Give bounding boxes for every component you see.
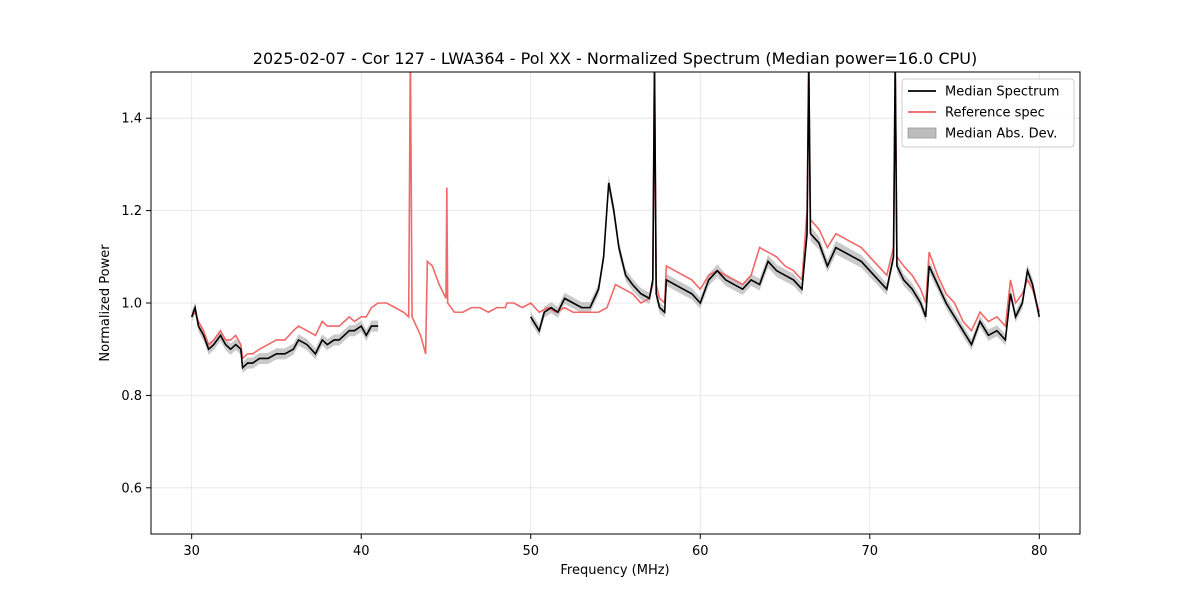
y-tick-label: 0.6 [121, 481, 142, 496]
axis-ticks: 30 40 50 60 70 80 0.6 0.8 1.0 1.2 1.4 [121, 112, 1047, 559]
x-tick-label: 60 [692, 544, 709, 559]
chart-title: 2025-02-07 - Cor 127 - LWA364 - Pol XX -… [253, 49, 977, 68]
legend-label: Reference spec [945, 106, 1045, 121]
legend: Median Spectrum Reference spec Median Abs.… [901, 78, 1075, 148]
legend-box [901, 78, 1075, 148]
y-tick-label: 1.2 [121, 204, 142, 219]
x-tick-label: 40 [353, 544, 370, 559]
x-axis-label: Frequency (MHz) [560, 563, 669, 578]
legend-label: Median Abs. Dev. [945, 127, 1057, 142]
x-tick-label: 50 [522, 544, 539, 559]
y-tick-label: 0.8 [121, 389, 142, 404]
y-axis-label: Normalized Power [98, 244, 113, 362]
x-tick-label: 70 [862, 544, 879, 559]
x-tick-label: 30 [183, 544, 200, 559]
median-spectrum-line [530, 72, 1041, 347]
median-spectrum-line [190, 304, 379, 370]
y-tick-label: 1.4 [121, 112, 142, 127]
y-tick-label: 1.0 [121, 297, 142, 312]
legend-swatch [907, 127, 937, 139]
x-tick-label: 80 [1031, 544, 1048, 559]
legend-label: Median Spectrum [945, 85, 1059, 100]
plot-area [190, 72, 1041, 374]
